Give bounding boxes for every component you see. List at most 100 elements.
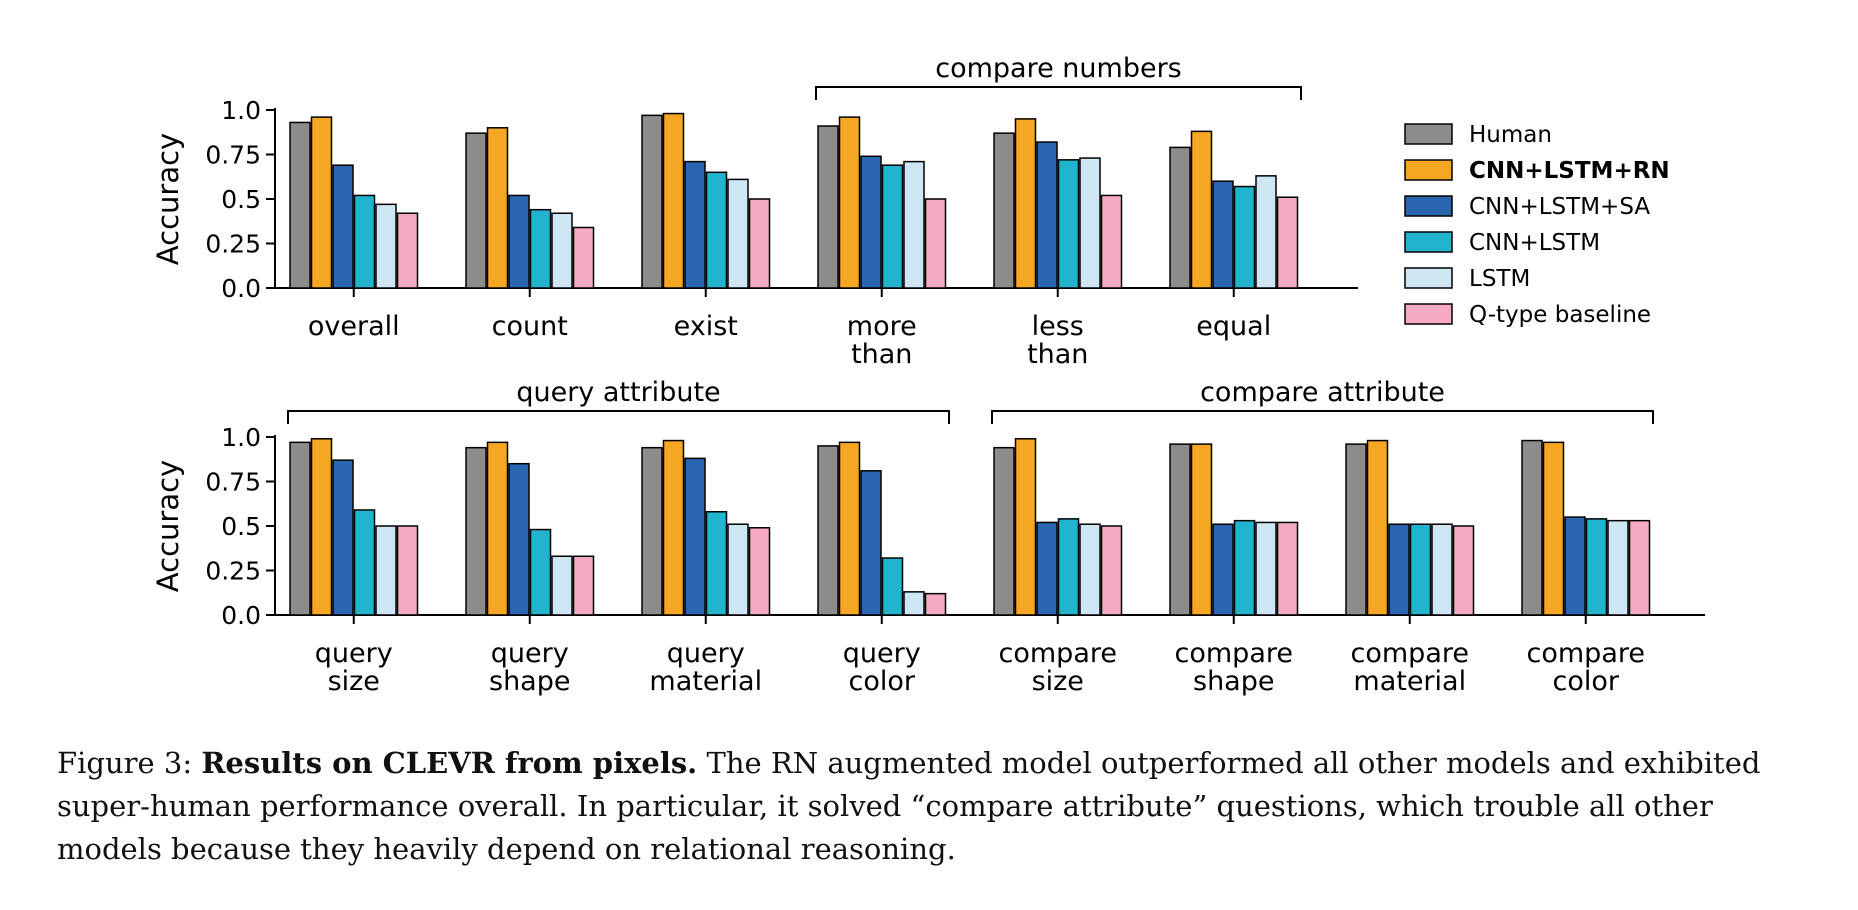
legend: Human CNN+LSTM+RN CNN+LSTM+SA CNN+LSTM LSTM Q… — [1404, 122, 1670, 328]
category-label: material — [649, 666, 762, 697]
bar-human — [1169, 146, 1191, 289]
category-label: query — [491, 638, 569, 669]
bar-q-type-baseline — [924, 592, 947, 616]
bar-lstm — [903, 591, 925, 616]
chart-panel-1: 0.0 0.25 0.5 0.75 1.0 Accuracy overall count exi… — [151, 53, 1358, 370]
category-label: count — [492, 311, 568, 342]
bar-cnn-lstm — [1233, 519, 1256, 616]
bar-human — [641, 114, 663, 289]
category-label: overall — [308, 311, 400, 342]
category-label: query — [315, 638, 393, 669]
figure: 0.0 0.25 0.5 0.75 1.0 Accuracy overall count exi… — [151, 53, 1705, 697]
bar-lstm — [1255, 175, 1277, 289]
bar-human — [641, 446, 663, 616]
bar-cnn-lstm-sa — [684, 457, 706, 616]
bar-cnn-lstm-rn — [1366, 439, 1389, 616]
category-label: color — [1553, 666, 1620, 697]
bar-cnn-lstm — [353, 509, 376, 616]
bar-cnn-lstm-sa — [1036, 141, 1058, 289]
bar-q-type-baseline — [924, 198, 947, 289]
bar-human — [289, 441, 311, 616]
bar-cnn-lstm — [1057, 518, 1080, 616]
bar-cnn-lstm-sa — [860, 155, 882, 289]
category-label: shape — [489, 666, 570, 697]
legend-label: CNN+LSTM+SA — [1469, 194, 1650, 220]
bar-cnn-lstm-rn — [1542, 441, 1565, 616]
bar-human — [465, 446, 487, 616]
bar-cnn-lstm — [353, 194, 376, 289]
bar-cnn-lstm — [1409, 523, 1432, 616]
bar-cnn-lstm — [529, 528, 552, 616]
bar-human — [993, 132, 1015, 289]
y-tick-label: 0.25 — [205, 557, 261, 586]
caption-label: Figure 3: — [57, 746, 193, 780]
category-label: more — [847, 311, 917, 342]
bar-cnn-lstm — [529, 208, 552, 289]
bar-cnn-lstm-rn — [662, 112, 685, 289]
legend-swatch — [1404, 195, 1453, 217]
bar-lstm — [727, 523, 749, 616]
bar-human — [1521, 439, 1543, 616]
bar-cnn-lstm — [1585, 518, 1608, 616]
category-label: compare — [999, 638, 1117, 669]
bar-lstm — [1255, 521, 1277, 616]
category-label: compare — [1527, 638, 1645, 669]
bar-q-type-baseline — [396, 525, 419, 616]
legend-swatch — [1404, 159, 1453, 181]
bar-cnn-lstm-sa — [1036, 521, 1058, 616]
legend-swatch — [1404, 303, 1453, 325]
bar-cnn-lstm-rn — [310, 116, 333, 289]
bar-q-type-baseline — [1452, 525, 1475, 616]
bar-cnn-lstm-sa — [1212, 523, 1234, 616]
bar-human — [993, 446, 1015, 616]
caption-text: The RN augmented model outperformed all … — [57, 746, 1761, 866]
category-label: size — [328, 666, 380, 697]
bar-cnn-lstm-sa — [684, 160, 706, 289]
y-tick-label: 0.25 — [205, 230, 261, 259]
bar-cnn-lstm-rn — [662, 439, 685, 616]
category-label: shape — [1193, 666, 1274, 697]
y-tick-label: 1.0 — [221, 96, 261, 125]
bar-cnn-lstm-rn — [310, 438, 333, 616]
bar-cnn-lstm-rn — [1190, 130, 1213, 289]
bar-q-type-baseline — [396, 212, 419, 289]
group-bracket — [815, 86, 1302, 100]
bar-q-type-baseline — [1100, 194, 1123, 289]
legend-label: Human — [1469, 122, 1552, 148]
y-tick-label: 0.0 — [221, 601, 261, 630]
y-axis-label: Accuracy — [151, 133, 185, 265]
bar-human — [817, 125, 839, 289]
bar-lstm — [727, 178, 749, 289]
category-label: exist — [674, 311, 738, 342]
caption-title: Results on CLEVR from pixels. — [201, 746, 698, 780]
category-label: size — [1032, 666, 1084, 697]
category-label: equal — [1196, 311, 1271, 342]
bar-lstm — [903, 160, 925, 289]
bar-cnn-lstm-rn — [486, 127, 509, 289]
bar-cnn-lstm — [705, 171, 728, 289]
y-tick-label: 0.5 — [221, 185, 261, 214]
group-label: compare numbers — [935, 53, 1182, 84]
category-label: material — [1353, 666, 1466, 697]
bar-lstm — [1431, 523, 1453, 616]
group-bracket — [991, 410, 1654, 424]
y-tick-label: 0.0 — [221, 274, 261, 303]
legend-swatch — [1404, 231, 1453, 253]
legend-label: LSTM — [1469, 266, 1530, 292]
chart-panel-2: 0.00.250.50.751.0Accuracyquerysizequerys… — [151, 377, 1705, 697]
bar-cnn-lstm-sa — [332, 459, 354, 616]
bar-human — [289, 121, 311, 289]
group-label: query attribute — [516, 377, 720, 408]
bar-q-type-baseline — [572, 555, 595, 616]
bar-q-type-baseline — [748, 527, 771, 616]
bar-human — [465, 132, 487, 289]
category-label: compare — [1351, 638, 1469, 669]
bar-q-type-baseline — [1628, 519, 1651, 616]
bar-q-type-baseline — [1276, 521, 1299, 616]
bar-cnn-lstm — [881, 557, 904, 616]
legend-label: CNN+LSTM+RN — [1469, 158, 1670, 184]
bar-lstm — [1079, 523, 1101, 616]
y-tick-label: 0.75 — [205, 141, 261, 170]
bar-cnn-lstm-rn — [838, 441, 861, 616]
category-label: than — [851, 339, 912, 370]
